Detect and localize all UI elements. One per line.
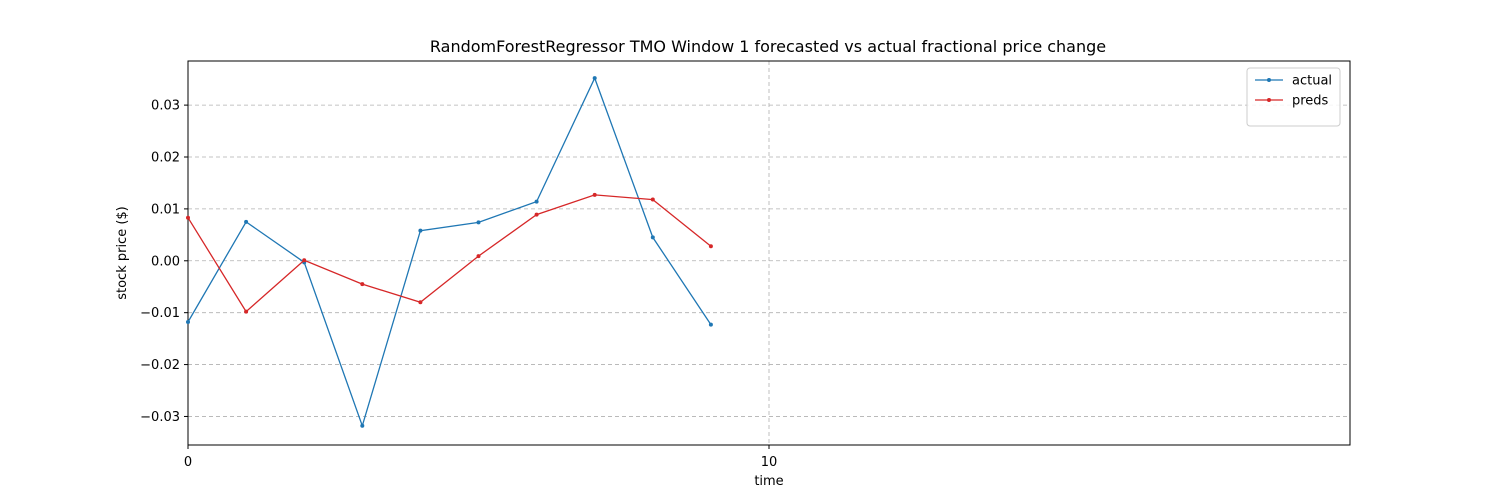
data-point-actual xyxy=(418,228,423,233)
data-point-preds xyxy=(244,309,249,314)
legend-marker-preds xyxy=(1267,98,1271,102)
chart-title: RandomForestRegressor TMO Window 1 forec… xyxy=(430,37,1106,56)
legend-marker-actual xyxy=(1267,78,1271,82)
grid xyxy=(187,61,1350,445)
axis-ticks: −0.03 −0.02 −0.01 0.00 0.01 0.02 0.03 0 10 xyxy=(140,99,777,470)
data-point-preds xyxy=(592,192,597,197)
data-point-actual xyxy=(476,220,481,225)
y-tick-label: 0.03 xyxy=(151,99,180,114)
y-tick-label: −0.01 xyxy=(140,306,180,321)
legend-label-preds: preds xyxy=(1292,94,1329,109)
data-point-preds xyxy=(650,197,655,202)
data-point-preds xyxy=(534,212,539,217)
series-actual xyxy=(186,76,713,428)
data-point-preds xyxy=(418,300,423,305)
y-tick-label: 0.02 xyxy=(151,151,180,166)
data-point-preds xyxy=(708,244,713,249)
data-point-actual xyxy=(592,76,597,81)
y-tick-label: −0.02 xyxy=(140,358,180,373)
data-point-actual xyxy=(244,219,249,224)
y-tick-label: −0.03 xyxy=(140,410,180,425)
x-tick-label: 0 xyxy=(184,455,192,470)
y-tick-label: 0.01 xyxy=(151,202,180,217)
data-point-preds xyxy=(476,254,481,259)
legend: actual preds xyxy=(1246,67,1341,127)
data-point-actual xyxy=(360,423,365,428)
x-axis-label: time xyxy=(754,474,783,489)
x-tick-label: 10 xyxy=(761,455,778,470)
series-preds xyxy=(186,192,713,314)
legend-box xyxy=(1246,67,1341,127)
series-line-actual xyxy=(187,76,712,428)
series-group xyxy=(186,76,713,428)
data-point-preds xyxy=(360,282,365,287)
y-tick-label: 0.00 xyxy=(151,254,180,269)
data-point-actual xyxy=(186,320,190,325)
data-point-actual xyxy=(708,322,713,327)
y-axis-label: stock price ($) xyxy=(115,206,130,300)
data-point-actual xyxy=(650,235,655,240)
series-line-preds xyxy=(187,194,712,313)
data-point-preds xyxy=(186,215,190,220)
data-point-actual xyxy=(534,199,539,204)
data-point-preds xyxy=(302,258,307,263)
legend-label-actual: actual xyxy=(1292,74,1332,89)
